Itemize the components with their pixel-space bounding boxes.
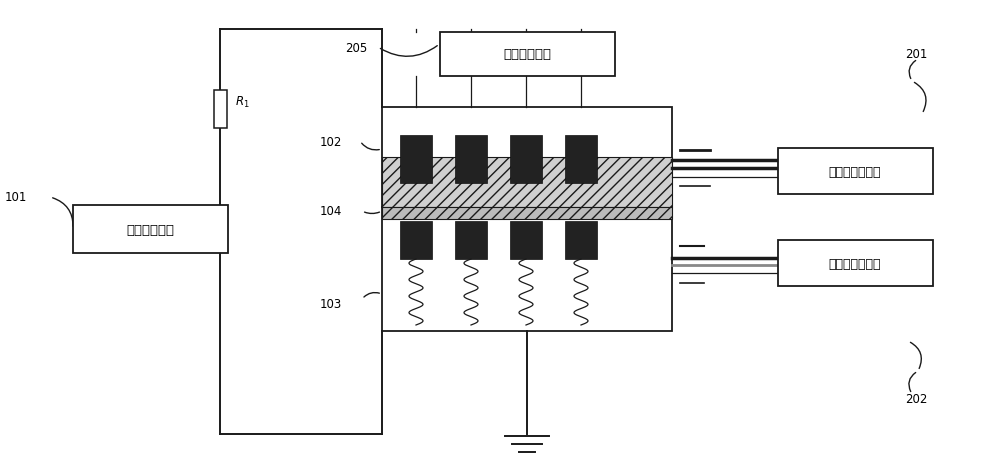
Bar <box>214 91 227 129</box>
Text: 202: 202 <box>905 392 927 406</box>
Bar <box>455 136 487 184</box>
Text: 201: 201 <box>905 48 927 62</box>
Bar <box>382 207 672 331</box>
Bar <box>73 206 228 253</box>
Bar <box>382 207 672 219</box>
Text: 电路保护装置: 电路保护装置 <box>503 48 551 62</box>
Bar <box>778 241 932 286</box>
Bar <box>778 149 932 195</box>
Bar <box>400 222 432 259</box>
Text: 高温恒温循环浴: 高温恒温循环浴 <box>829 165 881 178</box>
Bar <box>440 33 614 77</box>
Bar <box>400 136 432 184</box>
Text: 104: 104 <box>320 205 342 218</box>
Text: 低温恒温循环浴: 低温恒温循环浴 <box>829 257 881 270</box>
Bar <box>565 222 597 259</box>
Bar <box>455 222 487 259</box>
Text: 103: 103 <box>320 298 342 311</box>
Bar <box>565 136 597 184</box>
Bar <box>382 157 672 207</box>
Text: 205: 205 <box>345 41 367 54</box>
Text: $R_1$: $R_1$ <box>235 94 250 109</box>
Bar <box>382 108 672 207</box>
Text: 102: 102 <box>320 135 342 148</box>
Bar <box>510 136 542 184</box>
Text: 101: 101 <box>5 191 27 204</box>
Bar <box>510 222 542 259</box>
Text: 高压直流电源: 高压直流电源 <box>126 223 174 236</box>
